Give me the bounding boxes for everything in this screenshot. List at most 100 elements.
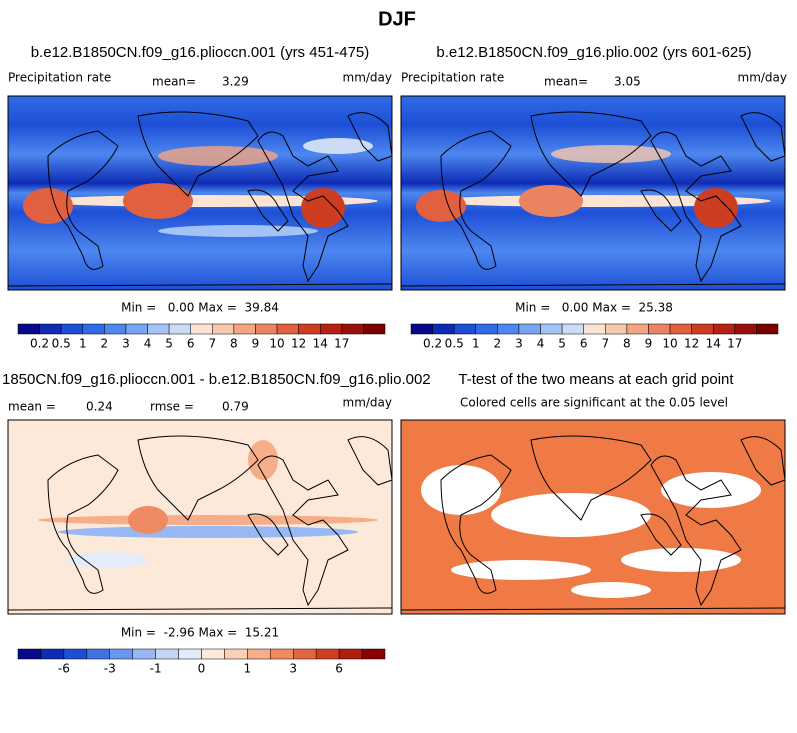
colorbar-box xyxy=(338,648,363,660)
rmse-value: 0.79 xyxy=(222,400,249,414)
min-max: Min = 0.00 Max = 25.38 xyxy=(515,301,673,315)
mean-label: mean= xyxy=(152,75,196,89)
colorbar-box xyxy=(212,323,235,335)
colorbar-box xyxy=(270,648,294,660)
colorbar-label: 3 xyxy=(122,337,130,351)
colorbar-label: 12 xyxy=(291,337,306,351)
colorbar-label: 10 xyxy=(662,337,677,351)
colorbar-label: 3 xyxy=(289,662,297,676)
colorbar-box xyxy=(155,648,179,660)
panel-title: 1850CN.f09_g16.plioccn.001 - b.e12.B1850… xyxy=(2,371,431,388)
colorbar-box xyxy=(168,323,191,335)
mean-value: 3.05 xyxy=(614,75,641,89)
colorbar-label: 8 xyxy=(623,337,631,351)
colorbar-box xyxy=(298,323,321,335)
map xyxy=(400,419,786,615)
itcz xyxy=(38,195,378,207)
storm-track xyxy=(158,146,278,166)
colorbar-label: 17 xyxy=(334,337,349,351)
min-max: Min = 0.00 Max = 39.84 xyxy=(121,301,279,315)
colorbar-box xyxy=(341,323,364,335)
colorbar-label: 10 xyxy=(269,337,284,351)
mean-value: 0.24 xyxy=(86,400,113,414)
colorbar-box xyxy=(60,323,84,335)
colorbar-box xyxy=(605,323,628,335)
mean-value: 3.29 xyxy=(222,75,249,89)
colorbar-box xyxy=(363,323,386,335)
colorbar-label: 4 xyxy=(144,337,152,351)
map xyxy=(7,95,393,291)
colorbar-box xyxy=(475,323,498,335)
colorbar: -6 -3 -1 0 1 3 6 xyxy=(17,648,386,676)
left-label: Precipitation rate xyxy=(8,71,111,85)
units: mm/day xyxy=(343,71,393,85)
colorbar-box xyxy=(712,323,736,335)
insignificant-area xyxy=(451,560,591,580)
colorbar-label: 1 xyxy=(244,662,252,676)
insignificant-area xyxy=(571,582,651,598)
colorbar-box xyxy=(17,648,42,660)
amazon-rain xyxy=(301,188,345,228)
colorbar-label: 4 xyxy=(537,337,545,351)
panel-title: b.e12.B1850CN.f09_g16.plio.002 (yrs 601-… xyxy=(436,44,751,61)
colorbar-box xyxy=(432,323,455,335)
min-max: Min = -2.96 Max = 15.21 xyxy=(121,626,279,640)
colorbar-label: 0 xyxy=(198,662,206,676)
colorbar-label: -6 xyxy=(58,662,70,676)
colorbar-box xyxy=(319,323,343,335)
diff-blob xyxy=(248,440,278,480)
colorbar-label: 17 xyxy=(727,337,742,351)
colorbar-box xyxy=(497,323,520,335)
africa-rain xyxy=(23,188,73,224)
insignificant-area xyxy=(621,548,741,572)
colorbar-box xyxy=(540,323,563,335)
colorbar-box xyxy=(104,323,127,335)
colorbar-box xyxy=(109,648,133,660)
colorbar-label: 6 xyxy=(335,662,343,676)
colorbar-box xyxy=(147,323,170,335)
colorbar-box xyxy=(453,323,477,335)
diff-blob xyxy=(128,506,168,534)
insignificant-area xyxy=(421,465,501,515)
colorbar-label: 2 xyxy=(101,337,109,351)
colorbar-box xyxy=(518,323,541,335)
colorbar: 0.2 0.5 1 2 3 4 5 6 7 8 9 10 12 14 17 xyxy=(410,323,779,351)
colorbar-box xyxy=(315,648,340,660)
mean-label: mean = xyxy=(8,400,56,414)
colorbar-label: 0.2 xyxy=(30,337,49,351)
colorbar-box xyxy=(410,323,433,335)
colorbar-label: 2 xyxy=(494,337,502,351)
insignificant-area xyxy=(491,493,651,537)
colorbar-box xyxy=(669,323,692,335)
colorbar-box xyxy=(734,323,757,335)
colorbar-box xyxy=(17,323,40,335)
colorbar-box xyxy=(255,323,278,335)
colorbar-box xyxy=(224,648,248,660)
warm-pool xyxy=(519,185,583,217)
colorbar-label: 0.5 xyxy=(445,337,464,351)
colorbar-label: 7 xyxy=(601,337,609,351)
colorbar-box xyxy=(178,648,202,660)
units: mm/day xyxy=(343,396,393,410)
colorbar-box xyxy=(247,648,271,660)
africa-rain xyxy=(416,190,466,222)
units: mm/day xyxy=(738,71,788,85)
colorbar-box xyxy=(125,323,148,335)
colorbar-box xyxy=(132,648,156,660)
diff-blob xyxy=(68,552,148,568)
left-label: Precipitation rate xyxy=(401,71,504,85)
colorbar-box xyxy=(691,323,714,335)
colorbar-label: 7 xyxy=(208,337,216,351)
spcz xyxy=(158,225,318,237)
colorbar-box xyxy=(561,323,584,335)
colorbar-box xyxy=(583,323,606,335)
colorbar-box xyxy=(39,323,62,335)
diff-band xyxy=(58,526,358,538)
colorbar-box xyxy=(82,323,105,335)
colorbar-label: 5 xyxy=(165,337,173,351)
colorbar-box xyxy=(233,323,256,335)
colorbar-label: 12 xyxy=(684,337,699,351)
warm-pool xyxy=(123,183,193,219)
